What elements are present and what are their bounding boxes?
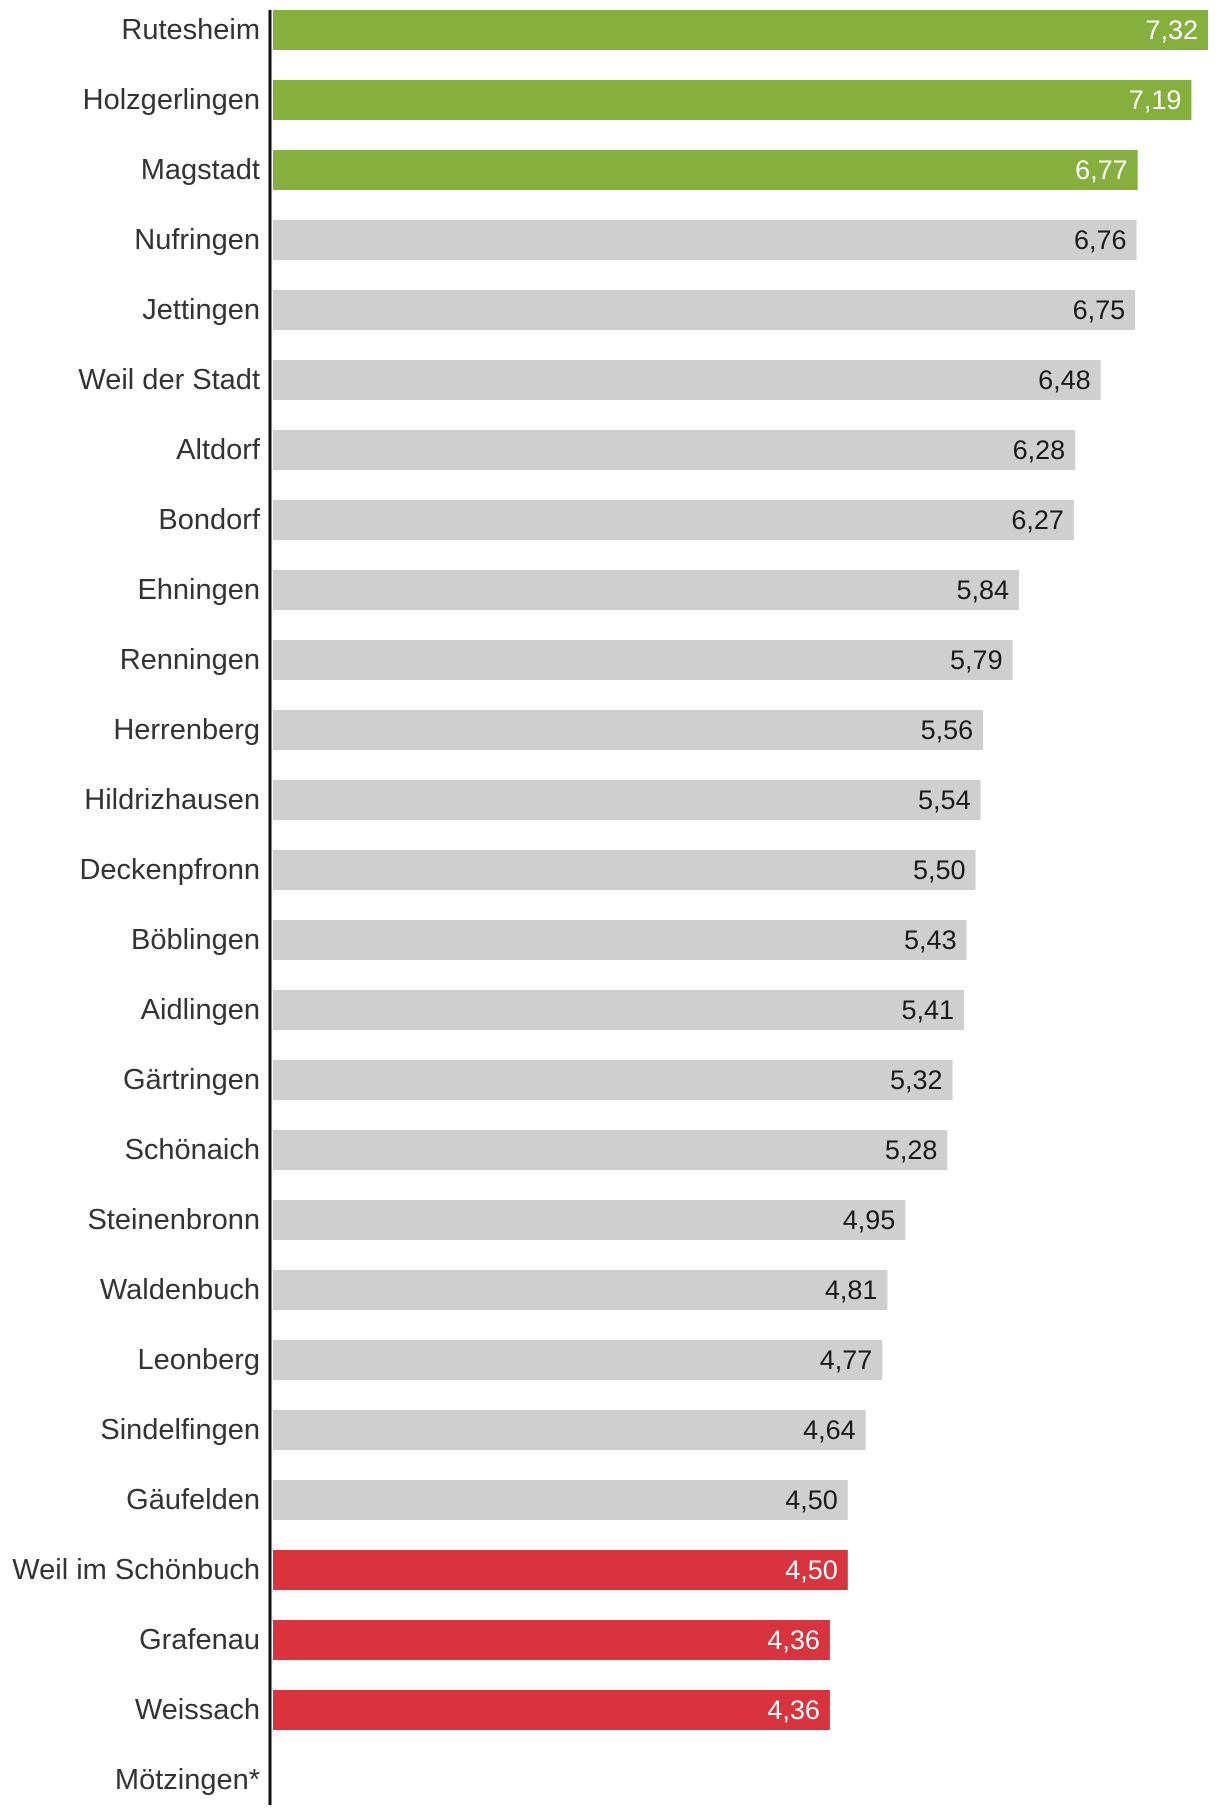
bar-holzgerlingen — [273, 80, 1192, 120]
value-label-schönaich: 5,28 — [885, 1135, 938, 1165]
bar-gäufelden — [273, 1480, 848, 1520]
bar-bondorf — [273, 500, 1074, 540]
category-label-holzgerlingen: Holzgerlingen — [83, 84, 260, 116]
bar-jettingen — [273, 290, 1136, 330]
bar-herrenberg — [273, 710, 984, 750]
bar-schönaich — [273, 1130, 948, 1170]
bar-ehningen — [273, 570, 1019, 610]
value-label-gäufelden: 4,50 — [785, 1485, 838, 1515]
category-label-gäufelden: Gäufelden — [126, 1484, 260, 1516]
value-label-jettingen: 6,75 — [1073, 295, 1126, 325]
bar-aidlingen — [273, 990, 964, 1030]
value-label-leonberg: 4,77 — [820, 1345, 873, 1375]
category-labels-group: Rutesheim Holzgerlingen Magstadt Nufringen J… — [12, 14, 261, 1796]
category-label-mötzingen: Mötzingen* — [115, 1764, 260, 1796]
bar-weil-der-stadt — [273, 360, 1101, 400]
category-label-altdorf: Altdorf — [176, 434, 261, 466]
category-label-magstadt: Magstadt — [141, 154, 260, 186]
bar-nufringen — [273, 220, 1137, 260]
bar-magstadt — [273, 150, 1138, 190]
category-label-ehningen: Ehningen — [137, 574, 260, 606]
category-label-weissach: Weissach — [135, 1694, 260, 1726]
category-label-schönaich: Schönaich — [125, 1134, 260, 1166]
bar-hildrizhausen — [273, 780, 981, 820]
value-label-weissach: 4,36 — [767, 1695, 820, 1725]
bar-renningen — [273, 640, 1013, 680]
value-label-bondorf: 6,27 — [1011, 505, 1064, 535]
category-label-weil-der-stadt: Weil der Stadt — [78, 364, 260, 396]
value-label-steinenbronn: 4,95 — [843, 1205, 896, 1235]
category-label-bondorf: Bondorf — [158, 504, 261, 536]
category-label-renningen: Renningen — [120, 644, 260, 676]
value-label-sindelfingen: 4,64 — [803, 1415, 856, 1445]
value-label-holzgerlingen: 7,19 — [1129, 85, 1182, 115]
value-label-grafenau: 4,36 — [767, 1625, 820, 1655]
bar-rutesheim — [273, 10, 1208, 50]
bar-grafenau — [273, 1620, 830, 1660]
value-labels-group: 7,32 7,19 6,77 6,76 6,75 6,48 6,28 6,27 5,84 5,79… — [767, 15, 1198, 1725]
category-label-aidlingen: Aidlingen — [141, 994, 260, 1026]
value-label-altdorf: 6,28 — [1013, 435, 1066, 465]
bar-sindelfingen — [273, 1410, 866, 1450]
value-label-renningen: 5,79 — [950, 645, 1003, 675]
category-label-weil-im-schönbuch: Weil im Schönbuch — [12, 1554, 260, 1586]
bars-group — [273, 10, 1208, 1730]
bar-leonberg — [273, 1340, 883, 1380]
category-label-hildrizhausen: Hildrizhausen — [84, 784, 260, 816]
bar-steinenbronn — [273, 1200, 906, 1240]
value-label-nufringen: 6,76 — [1074, 225, 1127, 255]
category-label-leonberg: Leonberg — [137, 1344, 260, 1376]
bar-weissach — [273, 1690, 830, 1730]
bar-gärtringen — [273, 1060, 953, 1100]
category-label-rutesheim: Rutesheim — [121, 14, 260, 46]
value-label-weil-im-schönbuch: 4,50 — [785, 1555, 838, 1585]
category-label-herrenberg: Herrenberg — [113, 714, 260, 746]
category-label-sindelfingen: Sindelfingen — [100, 1414, 260, 1446]
value-label-rutesheim: 7,32 — [1145, 15, 1198, 45]
bar-böblingen — [273, 920, 967, 960]
value-label-magstadt: 6,77 — [1075, 155, 1128, 185]
category-label-deckenpfronn: Deckenpfronn — [79, 854, 260, 886]
category-label-steinenbronn: Steinenbronn — [87, 1204, 260, 1236]
value-label-aidlingen: 5,41 — [901, 995, 954, 1025]
value-label-gärtringen: 5,32 — [890, 1065, 943, 1095]
value-label-waldenbuch: 4,81 — [825, 1275, 878, 1305]
value-label-hildrizhausen: 5,54 — [918, 785, 971, 815]
bar-deckenpfronn — [273, 850, 976, 890]
bar-waldenbuch — [273, 1270, 888, 1310]
value-label-böblingen: 5,43 — [904, 925, 957, 955]
category-label-waldenbuch: Waldenbuch — [100, 1274, 260, 1306]
category-label-nufringen: Nufringen — [134, 224, 260, 256]
value-label-ehningen: 5,84 — [956, 575, 1009, 605]
value-label-deckenpfronn: 5,50 — [913, 855, 966, 885]
category-label-gärtringen: Gärtringen — [123, 1064, 260, 1096]
value-label-weil-der-stadt: 6,48 — [1038, 365, 1091, 395]
category-label-jettingen: Jettingen — [142, 294, 260, 326]
value-label-herrenberg: 5,56 — [921, 715, 974, 745]
bar-weil-im-schönbuch — [273, 1550, 848, 1590]
category-label-grafenau: Grafenau — [139, 1624, 260, 1656]
bar-altdorf — [273, 430, 1076, 470]
category-label-böblingen: Böblingen — [131, 924, 260, 956]
